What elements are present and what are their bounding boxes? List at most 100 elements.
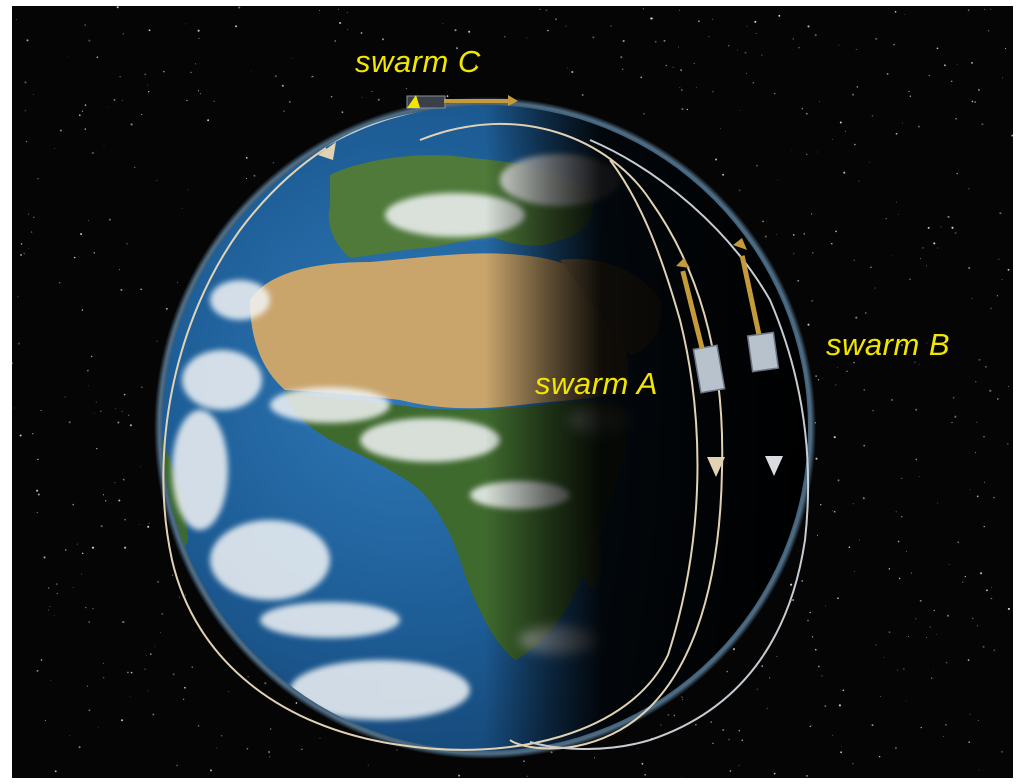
star	[807, 25, 810, 28]
star	[274, 75, 277, 78]
star	[681, 696, 683, 698]
star	[832, 138, 833, 140]
star	[141, 113, 143, 116]
star	[455, 47, 458, 50]
star	[803, 233, 806, 235]
star	[213, 100, 215, 102]
star	[156, 180, 158, 182]
star	[971, 61, 973, 64]
star	[918, 476, 920, 477]
star	[339, 21, 342, 25]
star	[672, 66, 674, 68]
star	[695, 723, 697, 726]
star	[680, 89, 683, 91]
star	[835, 230, 837, 233]
star	[458, 774, 461, 777]
star	[933, 609, 935, 612]
star	[738, 765, 740, 766]
star	[809, 725, 812, 728]
star	[815, 457, 818, 460]
star	[805, 112, 808, 115]
star	[729, 770, 732, 772]
star	[11, 362, 13, 364]
star	[855, 316, 858, 319]
star	[156, 340, 158, 342]
star	[81, 573, 83, 575]
star	[712, 742, 714, 745]
star	[654, 40, 657, 43]
star	[820, 504, 822, 506]
star	[621, 68, 624, 70]
star	[814, 34, 817, 37]
star	[288, 100, 291, 103]
star	[990, 307, 992, 309]
star	[184, 594, 187, 596]
star	[566, 67, 568, 69]
orbit-c-direction-arrow	[318, 142, 336, 160]
star	[650, 17, 653, 20]
star	[815, 375, 817, 377]
star	[901, 477, 903, 479]
star	[897, 540, 900, 543]
star	[833, 436, 836, 439]
star	[301, 748, 303, 751]
star	[915, 408, 918, 411]
star	[545, 9, 548, 12]
label-swarm-b: swarm B	[826, 327, 950, 362]
star	[895, 747, 897, 749]
star	[798, 47, 800, 49]
star	[722, 173, 725, 176]
star	[667, 714, 670, 716]
star	[95, 401, 97, 403]
star	[100, 525, 103, 528]
star	[874, 287, 876, 289]
star	[341, 111, 344, 114]
star	[40, 659, 43, 661]
star	[968, 266, 971, 270]
star	[26, 39, 29, 42]
star	[886, 345, 888, 347]
star	[979, 769, 980, 771]
star	[228, 691, 230, 693]
star	[84, 104, 87, 106]
star	[1007, 607, 1010, 610]
star	[148, 91, 150, 93]
star	[43, 556, 46, 559]
star	[850, 349, 853, 351]
star	[442, 23, 444, 25]
star	[909, 95, 911, 97]
star	[896, 201, 898, 203]
star	[722, 728, 725, 732]
star	[790, 149, 792, 151]
star	[523, 760, 525, 762]
star	[766, 707, 769, 710]
star	[905, 700, 907, 702]
star	[840, 751, 842, 754]
star	[837, 479, 840, 482]
star	[754, 20, 757, 23]
star	[908, 90, 910, 93]
star	[96, 447, 98, 450]
star	[976, 495, 979, 498]
star	[117, 421, 120, 424]
star	[852, 763, 854, 765]
star	[996, 397, 999, 400]
star	[940, 226, 942, 228]
star	[641, 762, 644, 765]
orbit-c	[162, 147, 699, 751]
star	[993, 496, 995, 499]
star	[775, 233, 777, 235]
star	[836, 367, 838, 368]
star	[969, 489, 971, 491]
star	[969, 713, 971, 715]
star	[943, 736, 945, 737]
star	[853, 361, 855, 364]
star	[253, 174, 256, 177]
star	[891, 398, 894, 401]
star	[1011, 134, 1014, 137]
star	[330, 95, 333, 98]
star	[250, 70, 252, 72]
star	[988, 30, 990, 32]
star	[69, 735, 71, 737]
star	[161, 612, 164, 615]
